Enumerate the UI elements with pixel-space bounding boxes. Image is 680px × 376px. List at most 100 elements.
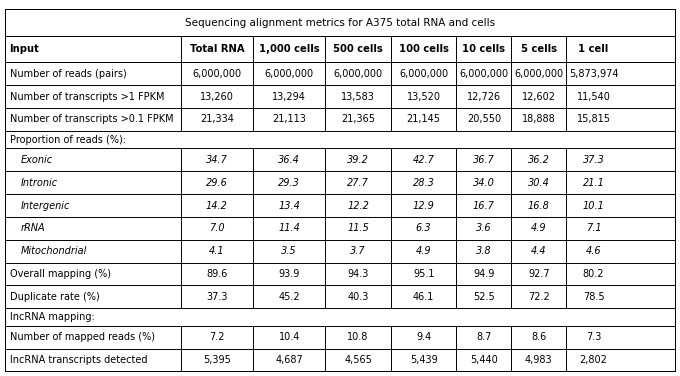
- Text: 93.9: 93.9: [278, 269, 300, 279]
- Text: 5,873,974: 5,873,974: [569, 69, 618, 79]
- Text: 10.1: 10.1: [583, 200, 605, 211]
- Text: 100 cells: 100 cells: [398, 44, 449, 54]
- Text: 37.3: 37.3: [583, 155, 605, 165]
- Text: 4.1: 4.1: [209, 246, 224, 256]
- Text: 21,113: 21,113: [272, 114, 306, 124]
- Text: 6,000,000: 6,000,000: [192, 69, 241, 79]
- Bar: [5, 9, 675, 62]
- Text: 36.4: 36.4: [278, 155, 300, 165]
- Text: 6,000,000: 6,000,000: [399, 69, 448, 79]
- Text: 1,000 cells: 1,000 cells: [259, 44, 320, 54]
- Text: Sequencing alignment metrics for A375 total RNA and cells: Sequencing alignment metrics for A375 to…: [185, 18, 495, 28]
- Text: 7.1: 7.1: [585, 223, 601, 233]
- Text: 4.9: 4.9: [531, 223, 547, 233]
- Text: 13,520: 13,520: [407, 92, 441, 102]
- Text: 5,395: 5,395: [203, 355, 231, 365]
- Text: Proportion of reads (%):: Proportion of reads (%):: [10, 135, 126, 145]
- Text: 95.1: 95.1: [413, 269, 435, 279]
- Text: 16.7: 16.7: [473, 200, 495, 211]
- Text: 6,000,000: 6,000,000: [333, 69, 383, 79]
- Text: 80.2: 80.2: [583, 269, 605, 279]
- Text: 16.8: 16.8: [528, 200, 549, 211]
- Text: 27.7: 27.7: [347, 178, 369, 188]
- Text: 2,802: 2,802: [579, 355, 607, 365]
- Text: Intronic: Intronic: [20, 178, 58, 188]
- Text: 3.5: 3.5: [282, 246, 297, 256]
- Text: 13,260: 13,260: [200, 92, 234, 102]
- Text: 500 cells: 500 cells: [333, 44, 383, 54]
- Text: 42.7: 42.7: [413, 155, 435, 165]
- Text: 13.4: 13.4: [278, 200, 300, 211]
- Text: 6.3: 6.3: [416, 223, 431, 233]
- Text: 3.6: 3.6: [476, 223, 492, 233]
- Text: 21.1: 21.1: [583, 178, 605, 188]
- Text: 5,439: 5,439: [410, 355, 437, 365]
- Text: 13,294: 13,294: [272, 92, 306, 102]
- Text: 6,000,000: 6,000,000: [514, 69, 563, 79]
- Text: 30.4: 30.4: [528, 178, 549, 188]
- Text: Intergenic: Intergenic: [20, 200, 70, 211]
- Text: 46.1: 46.1: [413, 292, 435, 302]
- Text: 4.4: 4.4: [531, 246, 547, 256]
- Text: Number of mapped reads (%): Number of mapped reads (%): [10, 332, 154, 342]
- Text: 94.9: 94.9: [473, 269, 494, 279]
- Text: 45.2: 45.2: [278, 292, 300, 302]
- Text: 3.8: 3.8: [476, 246, 492, 256]
- Text: lncRNA transcripts detected: lncRNA transcripts detected: [10, 355, 147, 365]
- Text: lncRNA mapping:: lncRNA mapping:: [10, 312, 95, 322]
- Text: 8.6: 8.6: [531, 332, 546, 342]
- Text: 1 cell: 1 cell: [579, 44, 609, 54]
- Text: 34.7: 34.7: [206, 155, 228, 165]
- Text: 52.5: 52.5: [473, 292, 495, 302]
- Text: 4.9: 4.9: [416, 246, 431, 256]
- Text: 29.6: 29.6: [206, 178, 228, 188]
- Text: 10 cells: 10 cells: [462, 44, 505, 54]
- Text: 10.4: 10.4: [278, 332, 300, 342]
- Text: 8.7: 8.7: [476, 332, 492, 342]
- Text: Input: Input: [10, 44, 39, 54]
- Text: 12,726: 12,726: [466, 92, 501, 102]
- Text: 18,888: 18,888: [522, 114, 556, 124]
- Bar: [5, 9, 675, 36]
- Text: Number of reads (pairs): Number of reads (pairs): [10, 69, 126, 79]
- Text: 4,687: 4,687: [275, 355, 303, 365]
- Text: 20,550: 20,550: [466, 114, 501, 124]
- Text: 39.2: 39.2: [347, 155, 369, 165]
- Text: 34.0: 34.0: [473, 178, 495, 188]
- Text: 14.2: 14.2: [206, 200, 228, 211]
- Bar: [5, 36, 675, 62]
- Text: Overall mapping (%): Overall mapping (%): [10, 269, 111, 279]
- Text: 40.3: 40.3: [347, 292, 369, 302]
- Text: 7.2: 7.2: [209, 332, 224, 342]
- Text: 7.0: 7.0: [209, 223, 224, 233]
- Bar: [5, 62, 675, 371]
- Text: 4,565: 4,565: [344, 355, 372, 365]
- Text: 3.7: 3.7: [350, 246, 366, 256]
- Text: 12,602: 12,602: [522, 92, 556, 102]
- Text: 11.4: 11.4: [278, 223, 300, 233]
- Text: 28.3: 28.3: [413, 178, 435, 188]
- Text: Number of transcripts >0.1 FPKM: Number of transcripts >0.1 FPKM: [10, 114, 173, 124]
- Text: rRNA: rRNA: [20, 223, 45, 233]
- Text: 37.3: 37.3: [206, 292, 228, 302]
- Text: 36.7: 36.7: [473, 155, 495, 165]
- Text: 11.5: 11.5: [347, 223, 369, 233]
- Text: 6,000,000: 6,000,000: [265, 69, 313, 79]
- Text: 6,000,000: 6,000,000: [459, 69, 509, 79]
- Text: 89.6: 89.6: [206, 269, 228, 279]
- Text: 12.9: 12.9: [413, 200, 435, 211]
- Text: 15,815: 15,815: [577, 114, 611, 124]
- Text: Duplicate rate (%): Duplicate rate (%): [10, 292, 99, 302]
- Text: Mitochondrial: Mitochondrial: [20, 246, 87, 256]
- Text: 12.2: 12.2: [347, 200, 369, 211]
- Text: 4.6: 4.6: [585, 246, 601, 256]
- Text: 5,440: 5,440: [470, 355, 498, 365]
- Text: Total RNA: Total RNA: [190, 44, 244, 54]
- Text: 9.4: 9.4: [416, 332, 431, 342]
- Text: 94.3: 94.3: [347, 269, 369, 279]
- Text: 5 cells: 5 cells: [521, 44, 557, 54]
- Text: 4,983: 4,983: [525, 355, 553, 365]
- Text: 36.2: 36.2: [528, 155, 549, 165]
- Text: 7.3: 7.3: [586, 332, 601, 342]
- Text: 78.5: 78.5: [583, 292, 605, 302]
